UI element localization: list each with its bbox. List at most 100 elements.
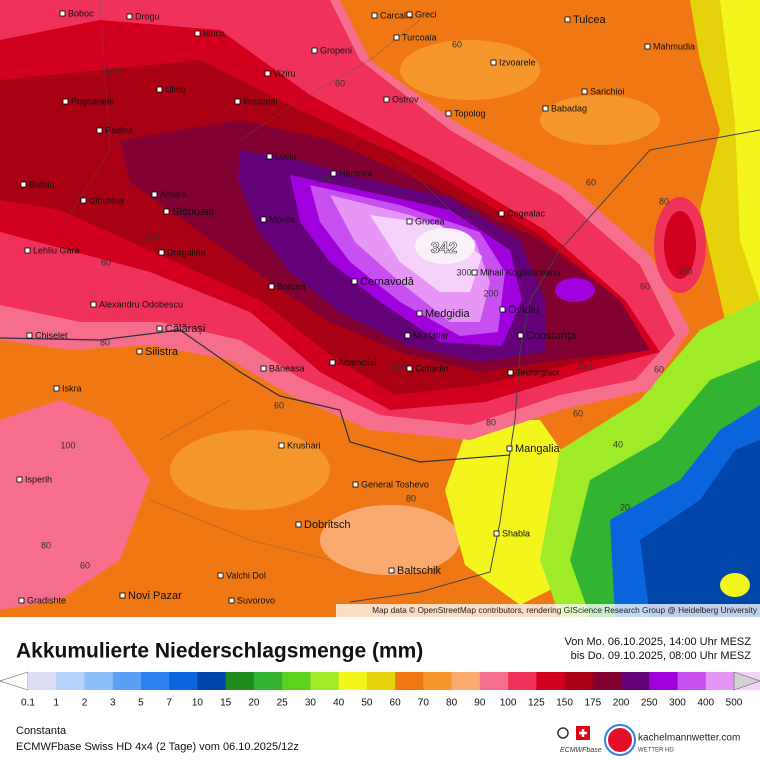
city-dot [445,110,452,117]
city-dot [80,197,87,204]
city-label: Babadag [551,103,587,113]
contour-label: 60 [274,400,284,410]
bar-swatch [338,672,368,690]
city-dot [542,105,549,112]
city-label: Pogoanele [71,96,114,106]
bar-swatch [28,672,57,690]
bar-swatch [56,672,85,690]
bar-arrow-left [0,671,29,691]
city-label: Amara [160,189,187,199]
location: Constanta [16,725,67,737]
city-dot [96,127,103,134]
city-dot [493,530,500,537]
brand-ring [604,724,636,756]
contour-label: 80 [406,493,416,503]
attribution: Map data © OpenStreetMap contributors, r… [372,605,758,615]
city-dot [406,11,413,18]
city-label: Turcoaia [402,32,437,42]
city-dot [16,476,23,483]
bar-swatch [705,672,735,690]
city-label: Alexandru Odobescu [99,299,183,309]
city-dot [24,247,31,254]
bar-swatch [140,672,170,690]
contour-label: 80 [100,337,110,347]
city-label: Novi Pazar [128,590,182,602]
city-dot [151,191,158,198]
city-dot [404,332,411,339]
bar-swatch [451,672,481,690]
city-dot [234,98,241,105]
city-dot [352,481,359,488]
bar-label: 150 [556,698,573,709]
city-label: Krushari [287,440,321,450]
city-dot [393,34,400,41]
bar-swatch [536,672,565,690]
city-label: Tulcea [573,14,606,26]
bar-swatch [592,672,622,690]
city-label: Ianca [203,28,225,38]
contour-label: 60 [80,560,90,570]
field [555,278,595,302]
bar-swatch [112,672,142,690]
city-dot [90,301,97,308]
city-label: Luciu [275,151,297,161]
brand-logo [606,726,634,754]
city-label: Izvoarele [499,57,536,67]
bar-swatch [564,672,594,690]
bar-swatch [84,672,114,690]
city-dot [268,283,275,290]
city-dot [119,592,126,599]
bar-swatch [677,672,707,690]
city-label: Medgidia [425,308,471,320]
bar-label: 40 [333,698,345,709]
city-label: Drogu [135,11,160,21]
contour-label: 20 [620,502,630,512]
contour-label: 40 [613,439,623,449]
city-dot [311,47,318,54]
max-value: 342 [431,240,458,257]
city-dot [59,10,66,17]
bar-label: 250 [641,698,658,709]
city-label: Ostrov [392,94,419,104]
city-dot [18,597,25,604]
bar-label: 1 [53,698,59,709]
city-dot [564,16,571,23]
city-label: Harsova [339,168,373,178]
contour-label: 100 [390,362,405,372]
bar-swatch [366,672,396,690]
city-label: Carcaliu [380,10,413,20]
city-label: Suvorovo [237,595,275,605]
search-icon [557,727,569,739]
city-label: Butoiu [29,179,55,189]
bar-label: 3 [110,698,116,709]
city-dot [406,365,413,372]
field [720,573,750,597]
city-label: Mangalia [515,443,561,455]
city-label: Constanța [526,330,577,342]
city-label: Sarichioi [590,86,625,96]
field [415,228,475,264]
city-label: Gradishte [27,595,66,605]
city-label: Mihail Kogălniceanu [480,267,561,277]
city-label: Chiselet [35,330,68,340]
city-label: Dragalina [167,247,206,257]
coastline [349,129,760,603]
city-dot [228,597,235,604]
bar-swatch [621,672,650,690]
city-dot [471,269,478,276]
city-label: Ciochina [89,195,124,205]
city-label: Topolog [454,108,486,118]
city-label: Cobadin [415,363,449,373]
city-dot [383,96,390,103]
contour-label: 60 [586,177,596,187]
city-label: Gropeni [320,45,352,55]
city-label: Iskra [62,383,82,393]
city-dot [644,43,651,50]
field [664,211,696,279]
contour-label: 60 [452,39,462,49]
city-labels: Boboc Drogu Ianca Carcaliu Greci Tulcea Turcoa… [16,8,695,605]
bar-label: 15 [220,698,232,709]
contour-label: 60 [335,78,345,88]
city-dot [406,218,413,225]
